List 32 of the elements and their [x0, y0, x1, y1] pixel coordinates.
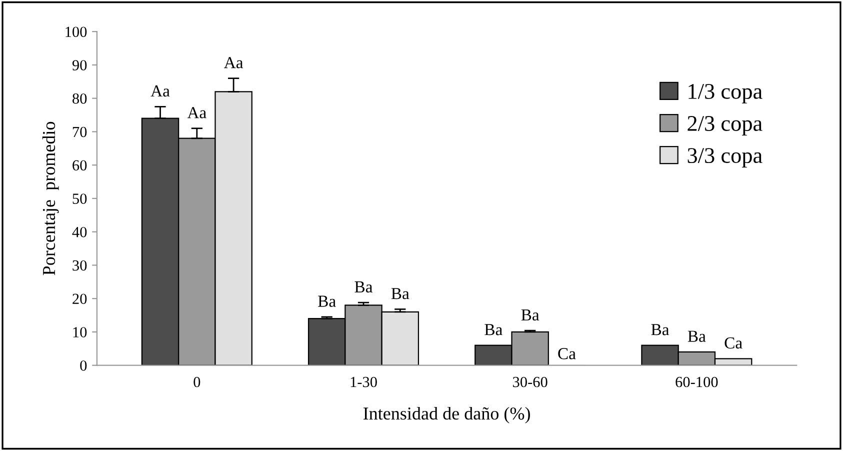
- y-tick-label: 20: [72, 294, 87, 304]
- x-tick-label: 60-100: [676, 376, 718, 388]
- data-label: Ba: [391, 288, 410, 300]
- data-label: Ba: [354, 281, 373, 293]
- y-tick-label: 0: [80, 360, 87, 371]
- data-label: Ca: [724, 337, 742, 349]
- legend-label: 2/3 copa: [688, 116, 762, 136]
- legend-label: 1/3 copa: [688, 84, 762, 104]
- y-tick-label: 70: [72, 126, 87, 138]
- y-tick-label: 40: [72, 226, 87, 238]
- x-tick-label: 1-30: [350, 376, 377, 388]
- y-tick-label: 60: [72, 160, 87, 171]
- x-axis-title: Intensidad de daño (%): [363, 406, 530, 424]
- data-label: Ba: [318, 296, 336, 307]
- y-tick-label: 100: [66, 26, 87, 38]
- y-tick-label: 90: [72, 60, 87, 70]
- y-tick-label: 50: [72, 194, 87, 204]
- data-label: Aa: [187, 107, 206, 118]
- data-label: Ba: [521, 309, 540, 321]
- y-tick-label: 10: [73, 327, 87, 338]
- y-axis-title: Porcentaje promedio: [42, 122, 59, 276]
- y-tick-label: 30: [72, 260, 87, 271]
- data-label: Aa: [224, 57, 244, 68]
- x-tick-label: 30-60: [512, 376, 548, 388]
- y-tick-label: 80: [72, 93, 87, 104]
- legend-label: 3/3 copa: [688, 148, 762, 168]
- data-label: Ba: [484, 324, 502, 336]
- data-label: Ba: [651, 324, 670, 336]
- data-label: Ba: [688, 330, 706, 342]
- data-label: Aa: [150, 85, 170, 97]
- data-label: Ca: [558, 348, 576, 360]
- x-tick-label: 0: [194, 376, 200, 388]
